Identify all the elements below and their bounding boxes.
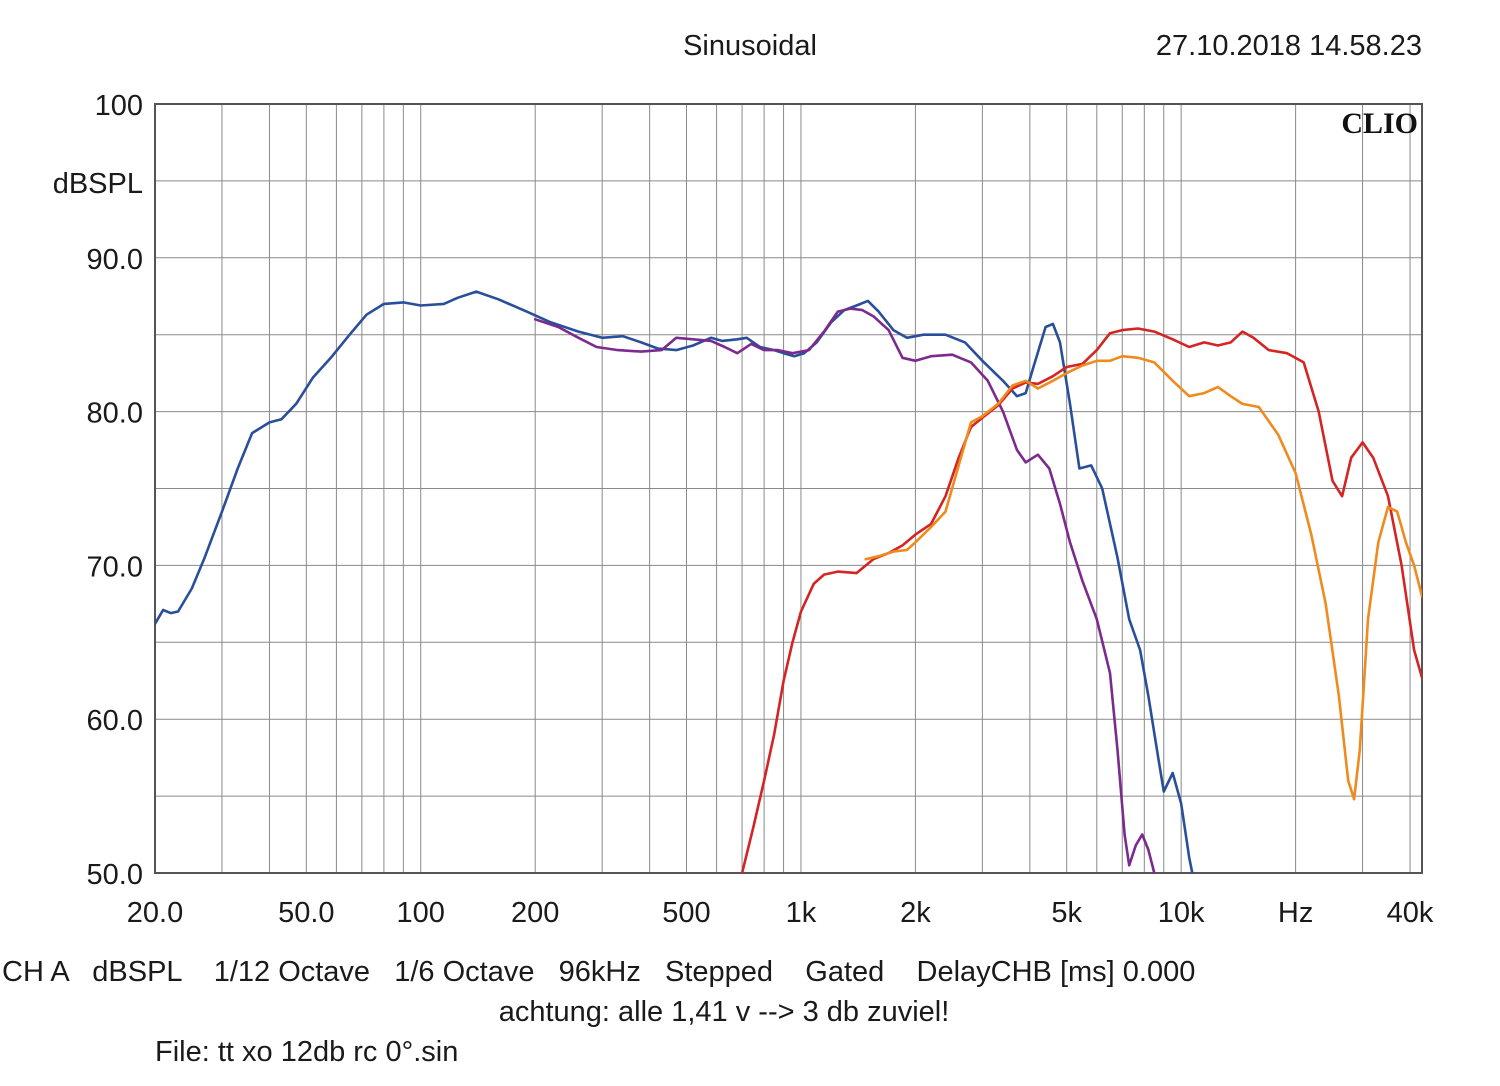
y-axis: 100 90.0 80.0 70.0 60.0 50.0 (87, 90, 143, 891)
y-tick-label: 80.0 (87, 398, 143, 430)
y-tick-label: 70.0 (87, 551, 143, 583)
timestamp-label: 27.10.2018 14.58.23 (1155, 30, 1422, 62)
y-tick-label: 90.0 (87, 244, 143, 276)
x-tick-label: 50.0 (278, 897, 334, 929)
x-tick-label: 500 (662, 897, 710, 929)
x-tick-label: 1k (786, 897, 817, 929)
clio-logo: CLIO (1341, 107, 1418, 140)
x-tick-label: 5k (1051, 897, 1082, 929)
y-tick-label: 100 (95, 90, 143, 122)
response-curve-1 (155, 290, 1194, 873)
response-curve-4 (864, 354, 1422, 801)
y-tick-label: 60.0 (87, 705, 143, 737)
x-tick-label: Hz (1278, 897, 1313, 929)
x-tick-label: 10k (1158, 897, 1205, 929)
plot-frame (154, 103, 1423, 874)
x-tick-label: 200 (511, 897, 559, 929)
x-tick-label: 100 (397, 897, 445, 929)
file-name-label: File: tt xo 12db rc 0°.sin (155, 1036, 459, 1068)
response-curve-3 (740, 327, 1422, 873)
x-tick-label: 20.0 (127, 897, 183, 929)
sweep-mode-label: Sinusoidal (683, 30, 817, 62)
measurement-note: achtung: alle 1,41 v --> 3 db zuviel! (498, 996, 950, 1028)
x-axis: 20.0 50.0 100 200 500 1k 2k 5k 10k Hz 40k (127, 897, 1434, 929)
x-tick-label: 2k (900, 897, 931, 929)
response-curve-2 (533, 307, 1156, 873)
y-tick-label: 50.0 (87, 859, 143, 891)
x-tick-label: 40k (1387, 897, 1434, 929)
plot-area (155, 290, 1422, 873)
measurement-settings-line: CH A dBSPL 1/12 Octave 1/6 Octave 96kHz … (2, 956, 1196, 988)
y-axis-unit-label: dBSPL (53, 168, 143, 200)
chart-grid (154, 103, 1423, 874)
